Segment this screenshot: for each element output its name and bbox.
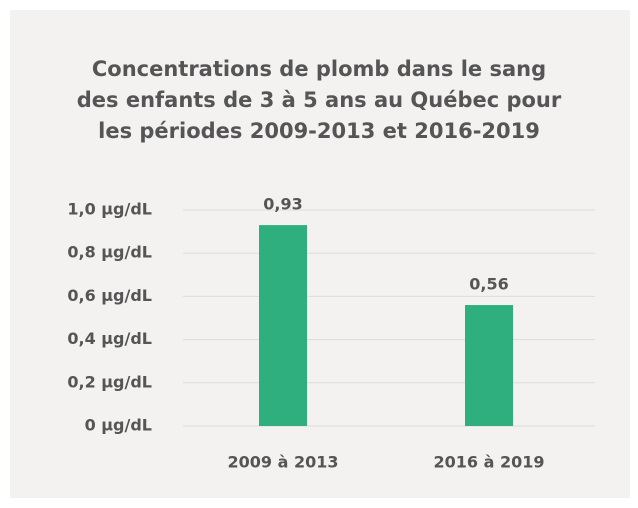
chart-background <box>10 10 630 498</box>
value-label: 0,56 <box>469 275 508 294</box>
chart-title: les périodes 2009-2013 et 2016-2019 <box>98 119 540 143</box>
x-tick-label: 2009 à 2013 <box>228 453 339 472</box>
y-tick-label: 0,6 µg/dL <box>67 286 152 305</box>
y-tick-label: 0,2 µg/dL <box>67 372 152 391</box>
chart-title: Concentrations de plomb dans le sang <box>92 57 546 81</box>
y-tick-label: 0,4 µg/dL <box>67 329 152 348</box>
y-tick-label: 0,8 µg/dL <box>67 243 152 262</box>
y-tick-label: 1,0 µg/dL <box>67 200 152 219</box>
bar <box>259 225 307 426</box>
bar <box>465 305 513 426</box>
x-tick-label: 2016 à 2019 <box>434 453 545 472</box>
chart-title: des enfants de 3 à 5 ans au Québec pour <box>77 88 562 112</box>
y-tick-label: 0 µg/dL <box>85 416 152 435</box>
value-label: 0,93 <box>263 195 302 214</box>
